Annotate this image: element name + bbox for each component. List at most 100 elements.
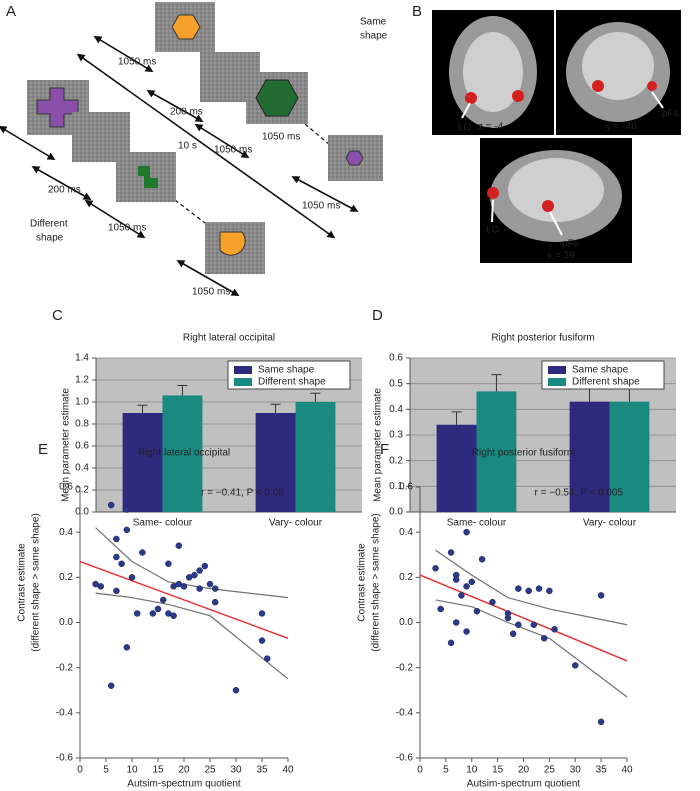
legend-swatch [548,378,566,386]
point [478,556,486,563]
annotation: shape [36,233,64,244]
arrow [31,166,92,200]
legend-label: Different shape [258,377,326,388]
bar [295,402,336,512]
x-tick-label: 5 [443,765,449,776]
x-tick-label: 10 [126,765,138,776]
arrow [0,125,56,161]
point [97,583,105,590]
point [165,560,172,568]
point [525,587,532,595]
point [463,628,470,635]
x-tick-label: 5 [103,765,109,776]
point [258,637,266,644]
point [473,607,481,615]
x-tick-label: 0 [77,765,83,776]
annotation: 1050 ms [108,223,146,234]
point [489,598,496,606]
brain-label: pFs [562,239,579,250]
point [263,655,271,662]
x-tick-label: Vary- colour [269,518,323,529]
point [468,578,475,586]
y-tick-label: 0.1 [389,481,403,492]
y-tick-label: -0.4 [56,707,74,718]
annotation: 1050 ms [214,145,252,156]
dashed-line [174,199,206,224]
legend-label: Same shape [258,365,315,376]
y-tick-label: 0.5 [389,378,403,389]
point [572,662,579,669]
point [159,596,167,604]
brain-label: z = -4 [478,122,504,133]
point [107,682,115,689]
x-tick-label: 25 [544,765,556,776]
bar [569,401,610,512]
y-tick-label: -0.2 [56,662,74,673]
y-tick-label: -0.4 [396,707,414,718]
point [118,560,125,568]
x-tick-label: 0 [417,765,423,776]
x-axis-label: Autsim-spectrum quotient [467,779,581,790]
x-tick-label: 40 [282,765,294,776]
confidence-band [95,592,289,680]
shape [219,231,246,256]
point [201,562,209,570]
bar [609,401,650,512]
error-bar [270,403,281,413]
error-bar [451,411,462,425]
point [463,583,470,590]
shape [171,14,201,40]
confidence-band [435,549,628,626]
point [597,718,605,726]
x-tick-label: Same- colour [447,518,507,529]
chart-title: Right lateral occipital [138,448,230,459]
shape [138,166,158,188]
point [504,610,512,617]
bar [162,395,203,512]
y-axis-label: Contrast estimate [357,543,368,622]
annotation: r = −0.54, P < 0.005 [535,488,624,499]
point [123,526,131,534]
panel-a: A [0,2,383,296]
y-axis-label: Mean parameter estimate [61,388,72,502]
shape [345,150,364,166]
point [515,621,522,629]
brain-label: x = 39 [547,251,575,262]
x-tick-label: Same- colour [133,518,193,529]
point [447,549,455,556]
x-tick-label: 10 [466,765,478,776]
shape [255,79,299,117]
annotation: 1050 ms [118,57,156,68]
legend-label: Same shape [572,365,629,376]
roi [487,187,499,199]
brain-label: LO [458,123,472,134]
error-bar [310,392,321,402]
point [509,630,517,638]
y-tick-label: -0.6 [396,753,414,764]
y-tick-label: 0.4 [59,527,73,538]
arrow [84,199,146,239]
y-tick-label: -0.6 [56,753,74,764]
arrow [291,176,359,212]
point [113,553,120,561]
y-tick-label: -0.2 [396,662,414,673]
point [546,587,553,595]
brain [582,32,654,100]
error-bar [177,385,188,396]
panel-letter: A [6,3,16,20]
point [597,592,605,599]
brain [508,158,604,222]
y-tick-label: 0.6 [59,482,73,493]
roi [465,92,477,104]
point [447,639,455,647]
annotation: 200 ms [170,107,203,118]
point [540,635,548,642]
arrow [76,53,336,239]
annotation: r = −0.41, P < 0.05 [201,488,284,499]
chart-title: Right lateral occipital [183,333,275,344]
point [133,610,141,617]
y-tick-label: 0.6 [389,353,403,364]
brain-label: LO [486,225,500,236]
x-tick-label: 30 [230,765,242,776]
